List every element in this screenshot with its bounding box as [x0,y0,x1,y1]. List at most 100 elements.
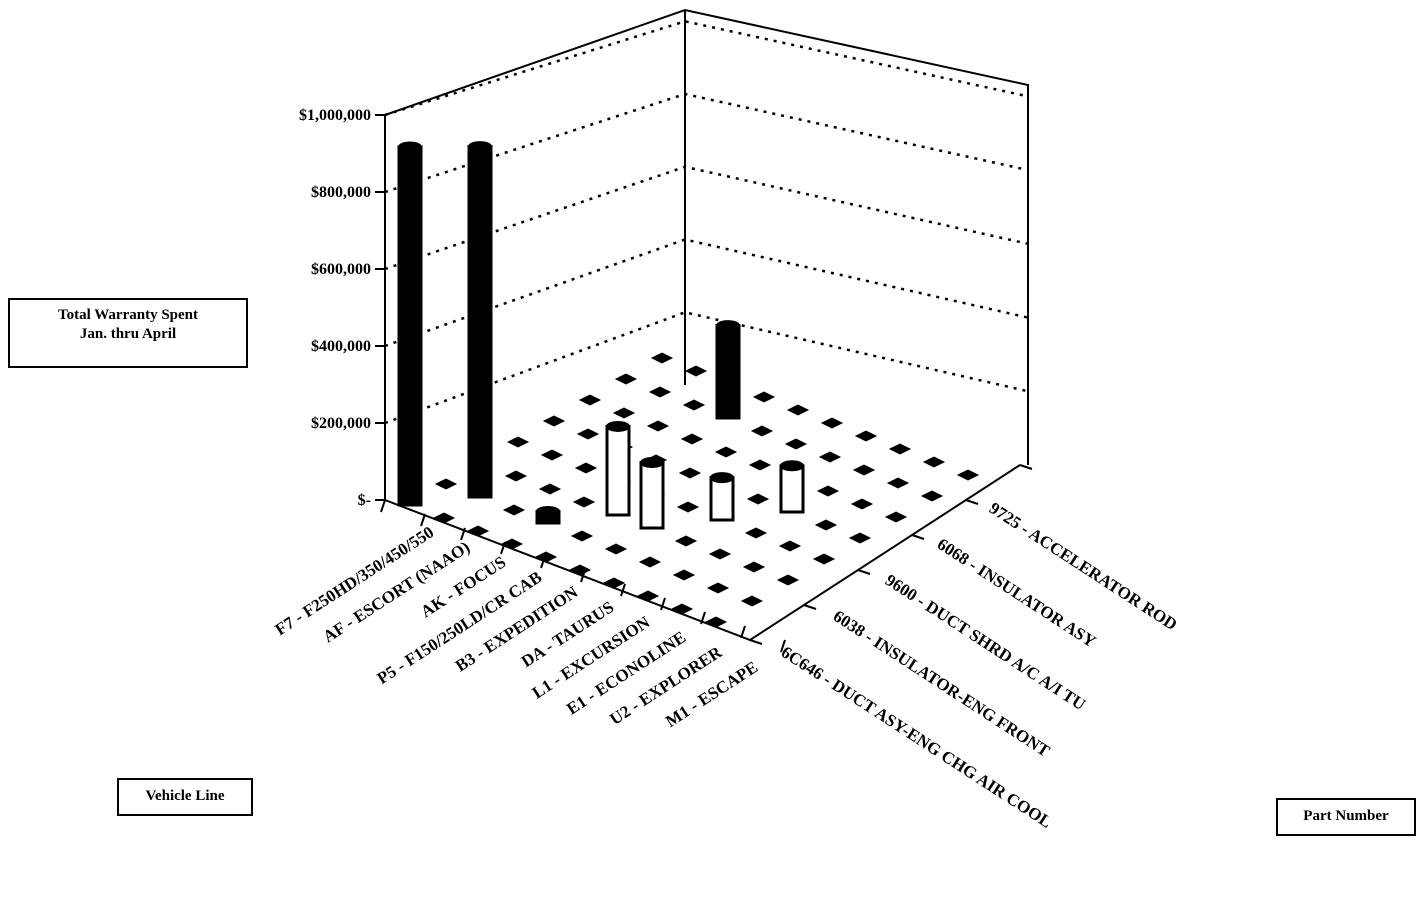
bar-vehicle-6-part-7 [854,430,878,442]
bar-vehicle-3-part-6 [715,320,741,420]
bar-vehicle-8-part-3 [778,540,802,552]
vehicle-line-tick [420,513,426,527]
bar-top [606,420,630,432]
bar-zero-marker [638,556,662,568]
bar-zero-marker [956,469,980,481]
bar-zero-marker [614,373,638,385]
bar-vehicle-5-part-7 [820,417,844,429]
part-number-tick [803,604,817,610]
bar-vehicle-1-part-6 [648,386,672,398]
bar-zero-marker [574,462,598,474]
bar-vehicle-8-part-0 [670,603,694,615]
bar-vehicle-1-part-5 [612,407,636,419]
bar-vehicle-7-part-4 [779,460,805,514]
bar-vehicle-7-part-0 [636,590,660,602]
bar-zero-marker [504,470,528,482]
bar-top [716,320,740,332]
bar-vehicle-5-part-0 [568,564,592,576]
part-number-label: 9600 - DUCT SHRD A/C A/I TU [882,570,1089,714]
bar-zero-marker [674,535,698,547]
bar-vehicle-7-part-7 [888,443,912,455]
bar-top [780,460,804,472]
bar-zero-marker [636,590,660,602]
z-tick-label: $- [358,492,371,509]
bar-vehicle-8-part-2 [742,561,766,573]
z-axis-label-line-2: Jan. thru April [79,326,177,342]
bar-vehicle-5-part-5 [748,459,772,471]
bar-vehicle-6-part-3 [709,472,735,522]
bar-zero-marker [814,519,838,531]
bar-zero-marker [466,525,490,537]
bar-vehicle-7-part-1 [672,569,696,581]
z-tick-label: $1,000,000 [299,107,371,124]
bar-vehicle-3-part-5 [680,433,704,445]
bar-top [640,457,664,469]
bar-vehicle-8-part-4 [814,519,838,531]
bar-zero-marker [680,433,704,445]
bar-vehicle-4-part-1 [570,530,594,542]
bar-zero-marker [786,404,810,416]
bar-vehicle-2-part-1 [502,504,526,516]
bar-zero-marker [534,551,558,563]
bar-vehicle-1-part-2 [504,470,528,482]
part-number-tick [965,499,979,505]
bar-vehicle-2-part-6 [682,399,706,411]
chart-bars [397,141,980,628]
part-number-label: 6038 - INSULATOR-ENG FRONT [830,606,1054,761]
bar-vehicle-3-part-1 [535,505,561,525]
chart-gridlines [384,20,1029,425]
bar-zero-marker [432,512,456,524]
bar-zero-marker [538,483,562,495]
bar-zero-marker [604,543,628,555]
bar-vehicle-5-part-1 [604,543,628,555]
bar-vehicle-1-part-7 [684,365,708,377]
vehicle-line-tick [460,527,466,541]
bar-zero-marker [816,485,840,497]
bar-zero-marker [752,391,776,403]
bar-vehicle-1-part-1 [467,141,493,499]
bar-vehicle-8-part-5 [850,498,874,510]
bar-vehicle-4-part-6 [750,425,774,437]
bar-vehicle-0-part-0 [397,141,423,507]
bar-zero-marker [646,420,670,432]
bar-zero-marker [434,478,458,490]
part-number-tick [911,534,925,540]
bar-zero-marker [672,569,696,581]
bar-zero-marker [778,540,802,552]
x-axis-label: Vehicle Line [117,778,253,816]
bar-zero-marker [888,443,912,455]
bar-zero-marker [746,493,770,505]
bar-vehicle-8-part-1 [706,582,730,594]
bar-vehicle-9-part-5 [884,511,908,523]
vehicle-line-tick [660,597,666,611]
bar-zero-marker [708,548,732,560]
bar-vehicle-4-part-4 [678,467,702,479]
bar-vehicle-4-part-5 [714,446,738,458]
bar-vehicle-3-part-2 [572,496,596,508]
bar-body [467,145,493,499]
bar-vehicle-5-part-6 [784,438,808,450]
bar-zero-marker [502,504,526,516]
bar-vehicle-8-part-6 [886,477,910,489]
bar-zero-marker [682,399,706,411]
gridline [384,92,1029,194]
bar-zero-marker [572,496,596,508]
bar-zero-marker [886,477,910,489]
z-tick-label: $800,000 [311,184,371,201]
bar-vehicle-9-part-6 [920,490,944,502]
bar-zero-marker [676,501,700,513]
bar-top [536,505,560,517]
gridline [384,165,1029,271]
bar-zero-marker [850,498,874,510]
bar-vehicle-7-part-6 [852,464,876,476]
bar-zero-marker [540,449,564,461]
z-tick-label: $200,000 [311,415,371,432]
bar-body [639,461,665,530]
bar-vehicle-4-part-0 [534,551,558,563]
z-tick-label: $600,000 [311,261,371,278]
bar-zero-marker [678,467,702,479]
bar-vehicle-5-part-2 [639,457,665,530]
z-tick-label: $400,000 [311,338,371,355]
bar-vehicle-0-part-4 [542,415,566,427]
